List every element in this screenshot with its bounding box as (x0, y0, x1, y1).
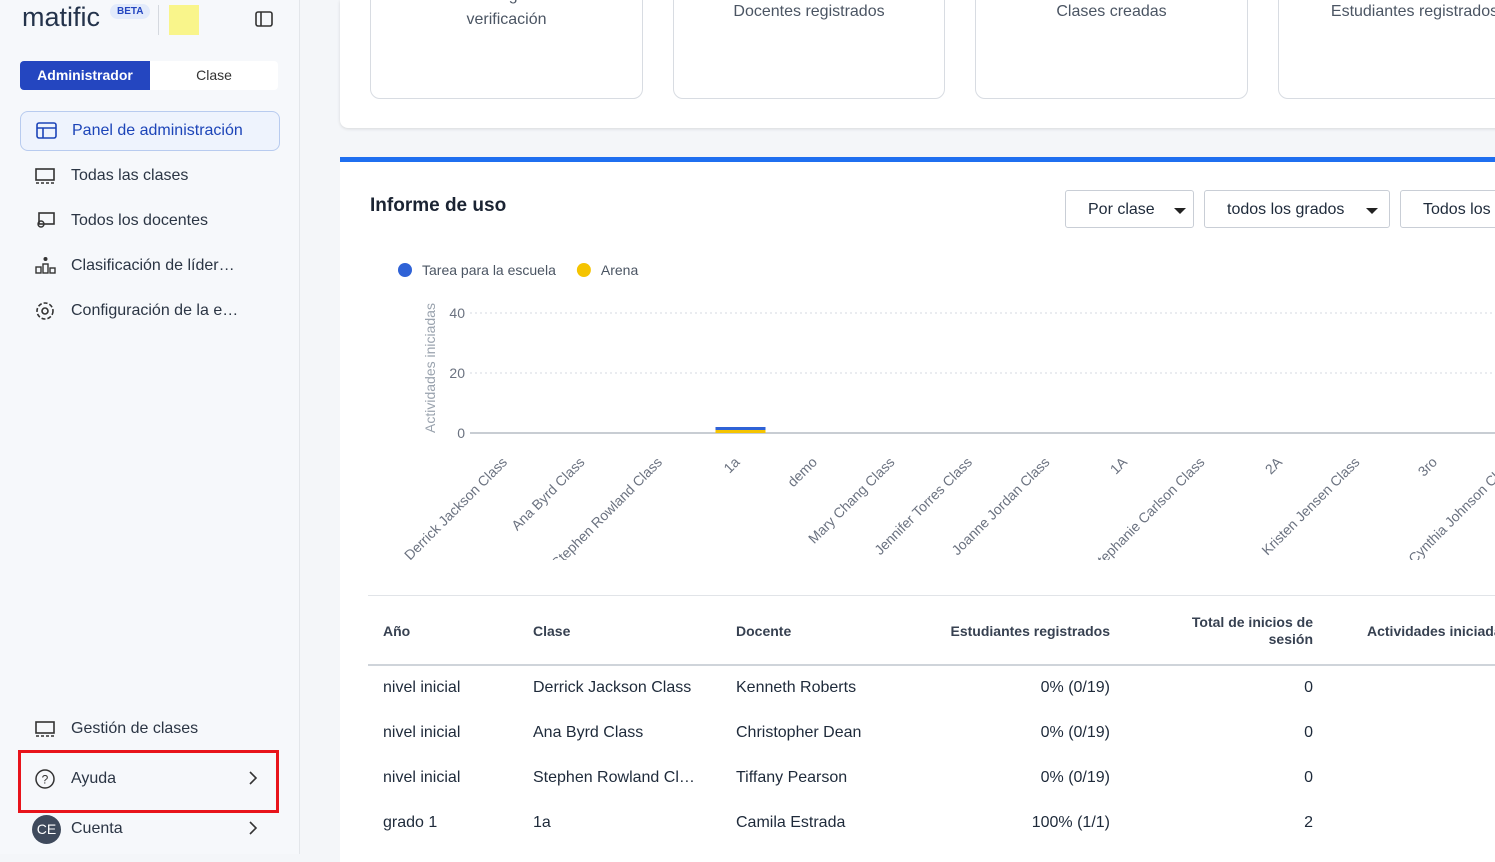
nav-label: Configuración de la e… (71, 302, 239, 319)
stat-card: Estudiantes registrados (1278, 0, 1495, 99)
y-tick-label: 0 (457, 425, 465, 441)
separator (368, 595, 1495, 596)
table-cell: Kenneth Roberts (736, 679, 857, 696)
column-header: Clase (533, 623, 571, 639)
table-cell: grado 1 (383, 814, 438, 831)
table-header-rule (368, 664, 1495, 666)
card-title: Docentes aguardando verificación (428, 0, 585, 28)
legend-label: Tarea para la escuela (422, 262, 556, 278)
table-cell: Camila Estrada (736, 814, 846, 831)
table-cell: 0 (1304, 724, 1313, 741)
sidebar: matific BETA Administrador Clase Panel d… (0, 0, 300, 854)
bar-segment (715, 427, 766, 430)
bar-segment (715, 430, 766, 433)
nav-item[interactable]: Todos los docentes (20, 202, 278, 240)
table-cell: nivel inicial (383, 769, 461, 786)
table-cell: Derrick Jackson Class (533, 679, 692, 696)
svg-text:?: ? (42, 773, 49, 787)
table-cell: 0% (0/19) (1040, 679, 1110, 696)
nav-label: Clasificación de líder… (71, 257, 235, 274)
tab[interactable]: Administrador (20, 61, 150, 90)
nav-label: Ayuda (71, 770, 117, 787)
nav-label: Panel de administración (72, 122, 243, 139)
column-header: Total de inicios de sesión (1191, 614, 1313, 647)
table-cell: 1a (533, 814, 551, 831)
stat-card: Docentes registrados (673, 0, 945, 99)
dropdown-label: todos los grados (1227, 201, 1345, 218)
stat-card: Docentes aguardando verificación (370, 0, 643, 99)
table-cell: 0 (1304, 769, 1313, 786)
table-cell: 0% (0/19) (1040, 724, 1110, 741)
column-header: Año (383, 623, 411, 639)
y-tick-label: 40 (449, 305, 465, 321)
dropdown-label: Por clase (1088, 201, 1155, 218)
nav-label: Cuenta (71, 820, 123, 837)
divider (158, 5, 159, 35)
card-title: Clases creadas (1056, 3, 1167, 20)
tab[interactable]: Clase (150, 61, 278, 90)
column-header: Estudiantes registrados (950, 623, 1111, 639)
report-panel (340, 157, 1495, 862)
table-cell: 0 (1304, 679, 1313, 696)
dropdown[interactable]: Todos los (1400, 190, 1495, 228)
avatar: CE (32, 815, 61, 844)
nav-item[interactable]: Clasificación de líder… (20, 247, 278, 285)
table-cell: Christopher Dean (736, 724, 862, 741)
nav-item[interactable]: ? Ayuda (20, 760, 278, 798)
table-cell: 100% (1/1) (1031, 814, 1110, 831)
stat-card: Clases creadas (975, 0, 1248, 99)
legend-label: Arena (601, 262, 639, 278)
column-header: Docente (736, 623, 792, 639)
chart: Tarea para la escuela Arena Actividades in… (398, 262, 1495, 560)
table-cell: nivel inicial (383, 679, 461, 696)
nav-item[interactable]: CE Cuenta (20, 810, 278, 848)
nav-label: Todas las clases (71, 167, 189, 184)
column-header: Actividades iniciadas (1367, 623, 1495, 639)
dropdown[interactable]: Por clase (1065, 190, 1194, 228)
card-title: Docentes registrados (733, 3, 885, 20)
nav-item[interactable]: Gestión de clases (20, 710, 278, 748)
collapse-icon[interactable] (255, 11, 273, 27)
card-title: Estudiantes registrados (1330, 3, 1495, 20)
dropdown[interactable]: todos los grados (1204, 190, 1390, 228)
highlight-box (18, 750, 279, 813)
nav-item[interactable]: Configuración de la e… (20, 292, 278, 330)
dropdown-label: Todos los (1423, 201, 1491, 218)
nav-label: Todos los docentes (71, 212, 208, 229)
legend-marker (398, 263, 412, 277)
y-tick-label: 20 (449, 365, 465, 381)
nav-item[interactable]: Panel de administración (20, 111, 280, 151)
report-title: Informe de uso (370, 195, 507, 216)
table-cell: nivel inicial (383, 724, 461, 741)
school-logo (169, 5, 199, 35)
table-cell: Stephen Rowland Cl… (533, 769, 695, 786)
nav-label: Gestión de clases (71, 720, 199, 737)
table-cell: Ana Byrd Class (533, 724, 644, 741)
table-cell: Tiffany Pearson (736, 769, 848, 786)
legend-marker (576, 263, 591, 277)
nav-item[interactable]: Todas las clases (20, 157, 278, 195)
table-cell: 2 (1304, 814, 1313, 831)
table-cell: 0% (0/19) (1040, 769, 1110, 786)
y-axis-label: Actividades iniciadas (422, 303, 438, 433)
logo: matific (22, 2, 101, 32)
beta-badge: BETA (110, 4, 151, 19)
